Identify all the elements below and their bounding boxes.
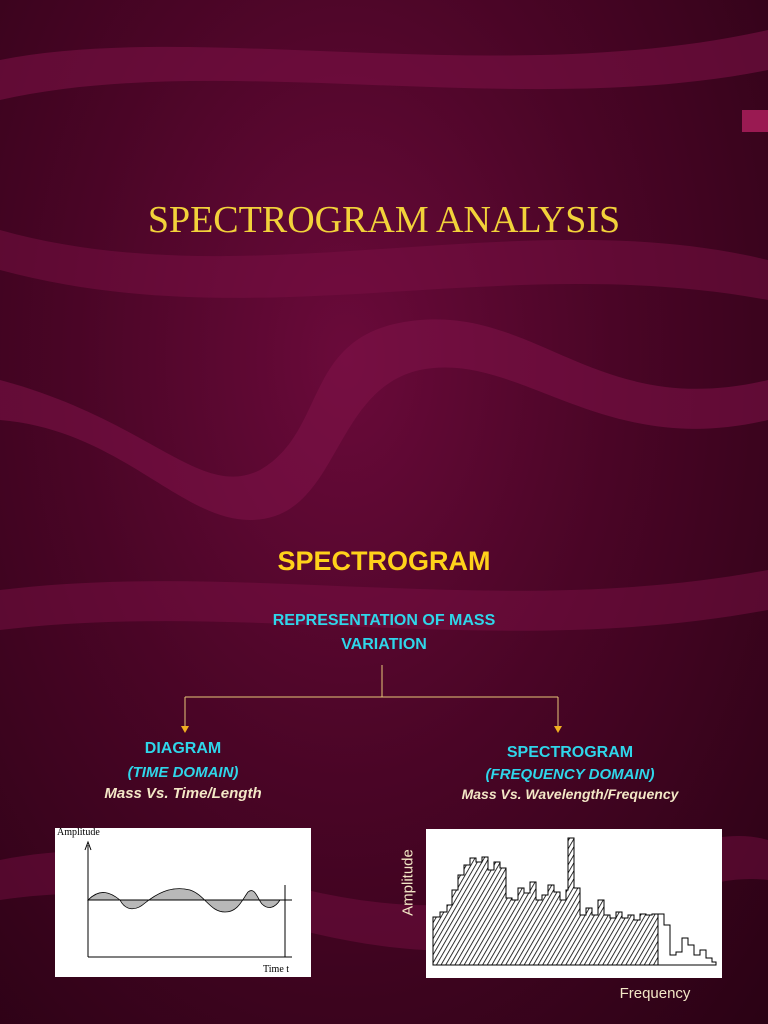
description-line: VARIATION — [341, 636, 427, 653]
branch-caption: Mass Vs. Time/Length — [104, 785, 262, 802]
axis-label: Time t — [263, 964, 290, 975]
axis-label: Frequency — [619, 985, 691, 1002]
axis-label: Amplitude — [57, 827, 100, 838]
branch-caption: Mass Vs. Wavelength/Frequency — [461, 786, 679, 802]
branch-heading: SPECTROGRAM — [506, 744, 634, 761]
branch-heading: DIAGRAM — [144, 740, 222, 757]
axis-label: Amplitude — [399, 849, 417, 916]
branch-domain: (FREQUENCY DOMAIN) — [485, 766, 655, 783]
slide-title: SPECTROGRAM ANALYSIS — [147, 199, 621, 241]
description-line: REPRESENTATION OF MASS — [272, 612, 496, 629]
section-heading: SPECTROGRAM — [277, 546, 491, 576]
branch-domain: (TIME DOMAIN) — [127, 764, 239, 781]
